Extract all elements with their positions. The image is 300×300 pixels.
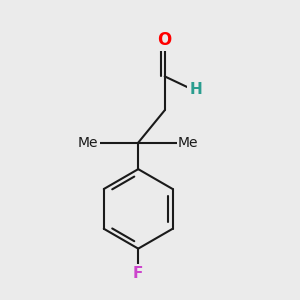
Text: Me: Me xyxy=(178,136,199,150)
Text: O: O xyxy=(158,31,172,49)
Text: H: H xyxy=(189,82,202,97)
Text: Me: Me xyxy=(78,136,98,150)
Text: F: F xyxy=(133,266,143,281)
